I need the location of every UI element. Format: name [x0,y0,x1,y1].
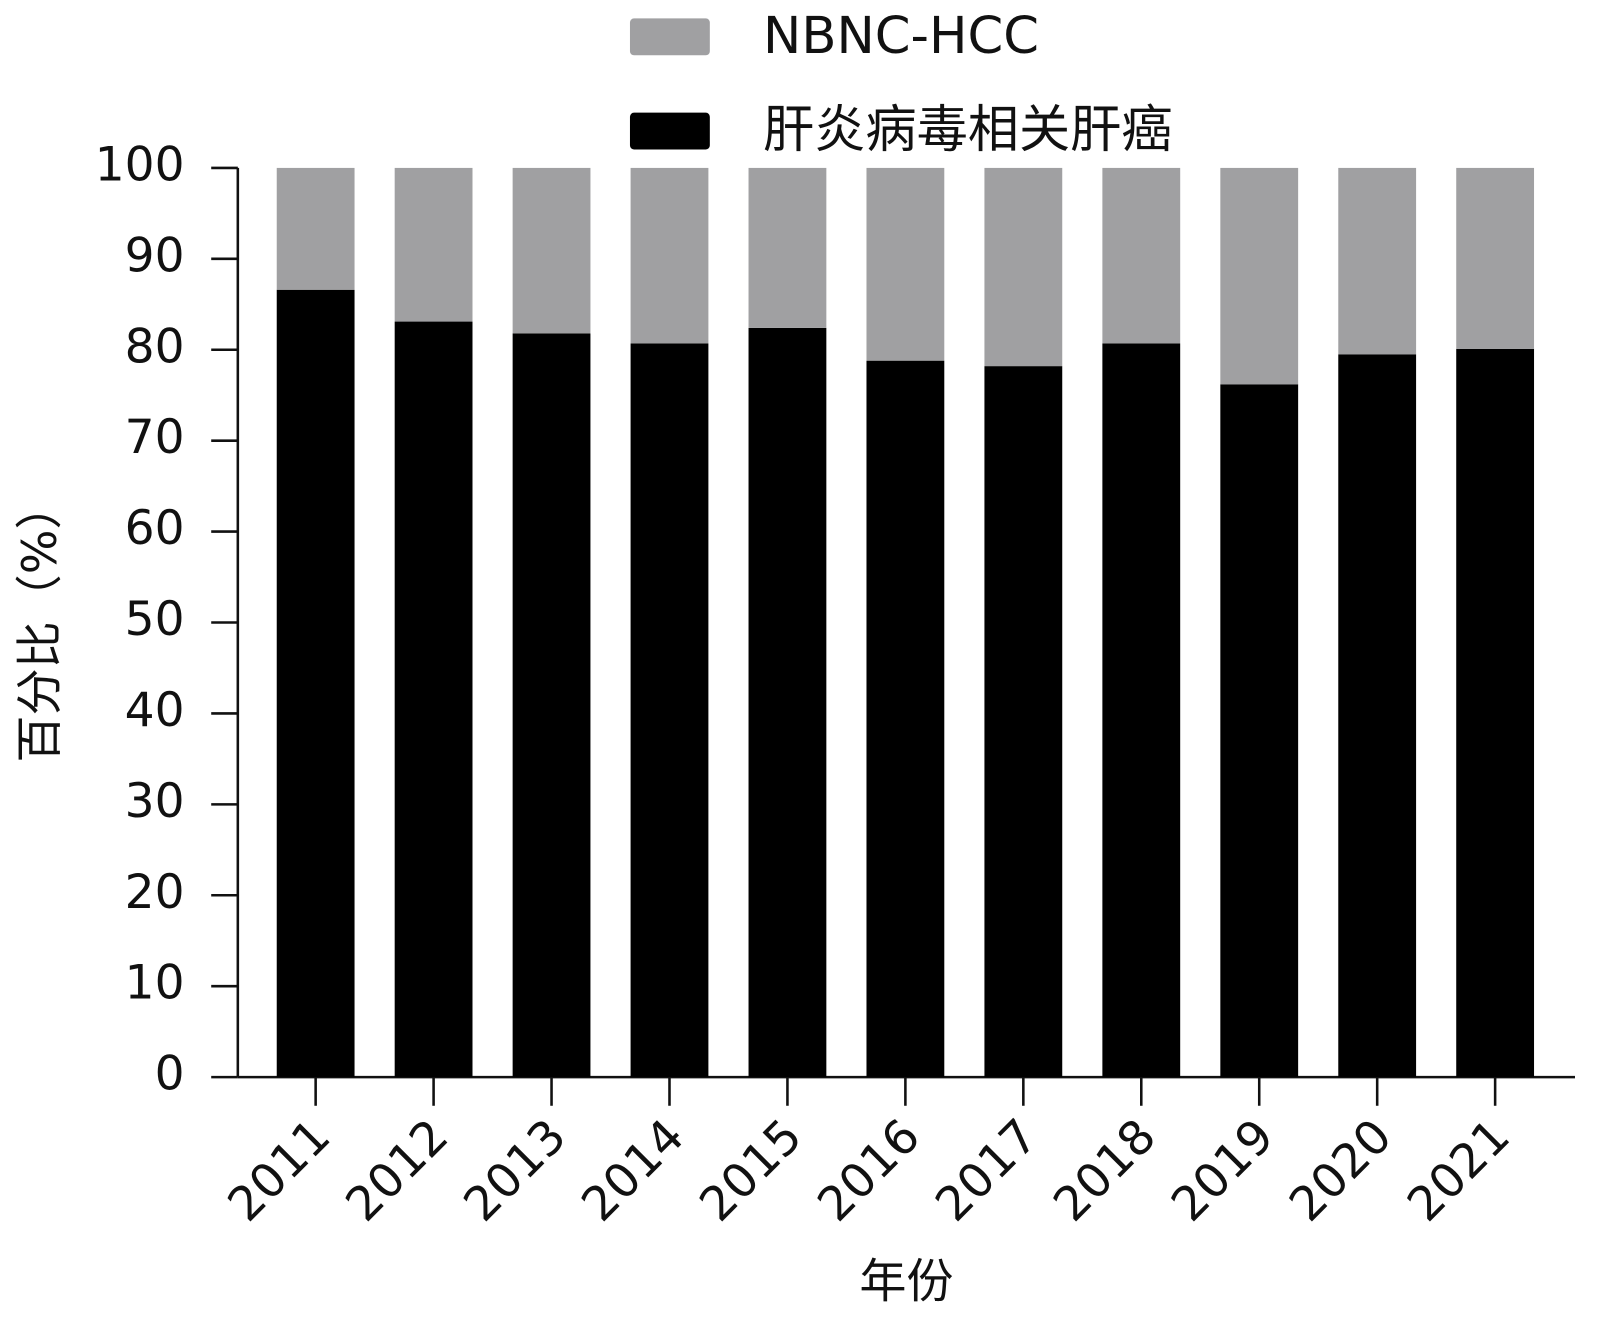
bar-segment [1338,167,1417,355]
y-tick-label: 20 [125,865,185,920]
y-tick-label: 90 [125,228,185,283]
bar-segment [984,366,1063,1078]
bar-segment [1220,384,1299,1078]
bar-segment [276,167,355,290]
x-axis-label: 年份 [859,1254,953,1309]
y-tick-label: 0 [155,1047,185,1102]
bar-segment [630,343,709,1078]
bar-segment [1456,167,1535,349]
bar-segment [394,167,473,322]
bar-segment [866,360,945,1078]
bar-segment [630,167,709,344]
y-tick-label: 70 [125,410,185,465]
bar-segment [276,289,355,1078]
bar-segment [1338,354,1417,1078]
y-axis-label: 百分比（%） [13,482,68,762]
legend-label: 肝炎病毒相关肝癌 [763,100,1173,160]
x-tick-label: 2015 [689,1109,813,1233]
y-tick-label: 10 [125,956,185,1011]
bar-segment [512,333,591,1078]
x-tick-label: 2016 [807,1109,931,1233]
bar-segment [866,167,945,361]
bar-segment [512,167,591,334]
bar-segment [394,321,473,1078]
bar-segment [748,327,827,1078]
bar-segment [1220,167,1299,385]
x-tick-label: 2017 [925,1109,1049,1233]
x-tick-label: 2020 [1279,1109,1403,1233]
x-tick-label: 2019 [1161,1109,1285,1233]
x-tick-label: 2021 [1397,1109,1521,1233]
bar-segment [748,167,827,328]
legend-swatch [629,18,710,56]
x-tick-label: 2011 [218,1109,342,1233]
x-tick-label: 2013 [453,1109,577,1233]
y-tick-label: 80 [125,319,185,374]
y-tick-label: 60 [125,501,185,556]
bar-segment [1456,348,1535,1078]
bar-segment [1102,343,1181,1078]
y-tick-label: 100 [95,137,185,192]
y-tick-label: 40 [125,683,185,738]
y-tick-label: 50 [125,592,185,647]
x-tick-label: 2018 [1043,1109,1167,1233]
legend-label: NBNC-HCC [763,6,1039,66]
bar-segment [1102,167,1181,344]
x-tick-label: 2014 [571,1109,695,1233]
x-tick-label: 2012 [335,1109,459,1233]
y-tick-label: 30 [125,774,185,829]
bar-segment [984,167,1063,367]
legend-swatch [629,112,710,150]
